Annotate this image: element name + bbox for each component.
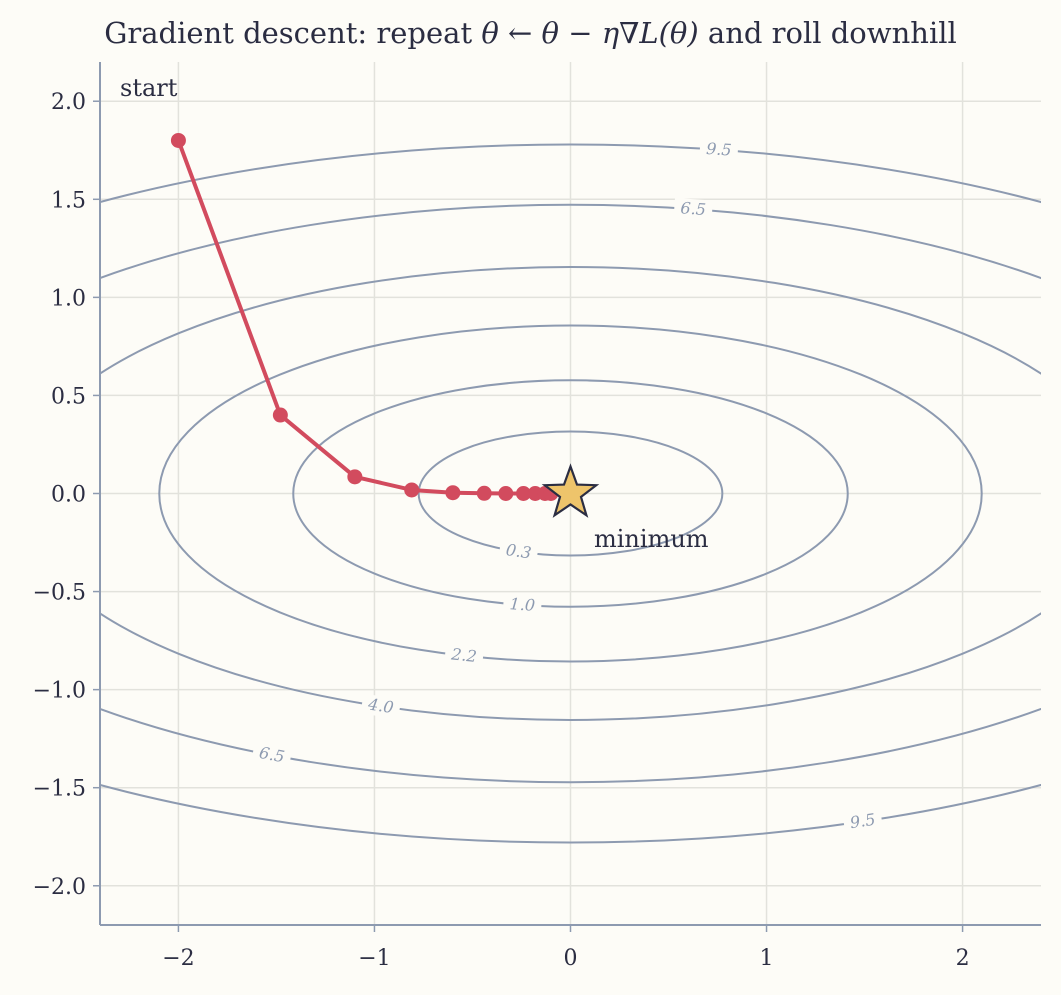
chart-title: Gradient descent: repeat θ ← θ − η∇L(θ) … (0, 16, 1061, 50)
path-point (347, 469, 363, 485)
y-tick-label: 1.5 (51, 188, 86, 213)
y-tick-label: −1.5 (33, 777, 86, 802)
path-point (498, 486, 514, 501)
x-tick-label: 2 (956, 946, 970, 971)
tick-labels: −2 −1 0 1 2 −2.0 −1.5 −1.0 −0.5 0.0 0.5 1.0 1.5 2.0 (33, 90, 970, 971)
y-tick-label: 0.0 (51, 483, 86, 508)
contour-label-bg (842, 808, 884, 835)
descent-path (170, 132, 571, 501)
contour-line (100, 266, 1041, 721)
y-tick-label: −2.0 (33, 875, 86, 900)
contour-label: 2.2 (449, 644, 477, 666)
title-suffix: and roll downhill (707, 16, 957, 50)
contour-label-bg (699, 138, 739, 162)
x-tick-label: −2 (162, 946, 194, 971)
annotation-minimum: minimum (594, 525, 709, 553)
path-point (272, 407, 288, 423)
annotations: start minimum (120, 74, 709, 553)
x-tick-label: 1 (760, 946, 774, 971)
contour-line (292, 379, 849, 608)
path-point (404, 482, 420, 498)
contour-label-bg (502, 593, 543, 617)
contour-label: 9.5 (706, 139, 733, 160)
path-point (170, 132, 186, 148)
annotation-start: start (120, 74, 178, 102)
contour-label: 6.5 (258, 743, 287, 766)
title-math: θ ← θ − η∇L(θ) (481, 16, 699, 50)
minimum-marker (541, 463, 600, 518)
path-point (445, 485, 461, 501)
y-tick-label: 2.0 (51, 90, 86, 115)
path-point (476, 485, 492, 501)
x-tick-label: 0 (564, 946, 578, 971)
contour-line (100, 203, 1041, 784)
contour-label: 9.5 (849, 810, 877, 833)
minimum-star-icon (541, 463, 600, 518)
contour-label-bg (498, 539, 539, 565)
y-tick-label: 0.5 (51, 384, 86, 409)
contour-lines: 0.3 1.0 2.2 4.0 6.5 9.5 6.5 9.5 (100, 138, 1041, 844)
contour-label: 0.3 (505, 540, 533, 563)
contour-label-bg (673, 197, 713, 221)
y-tick-label: −1.0 (33, 679, 86, 704)
contour-line (417, 430, 724, 557)
title-prefix: Gradient descent: repeat (104, 16, 473, 50)
contour-line (158, 324, 983, 663)
contour-label: 6.5 (680, 198, 707, 219)
y-tick-label: 1.0 (51, 286, 86, 311)
grid (100, 62, 1041, 925)
contour-label: 1.0 (509, 594, 536, 615)
y-tick-label: −0.5 (33, 581, 86, 606)
contour-label-bg (360, 693, 402, 720)
contour-label-bg (251, 741, 293, 769)
contour-line (100, 143, 1041, 844)
path-point (515, 486, 531, 501)
contour-label-bg (444, 643, 485, 668)
x-tick-label: −1 (358, 946, 390, 971)
contour-label: 4.0 (366, 694, 395, 717)
